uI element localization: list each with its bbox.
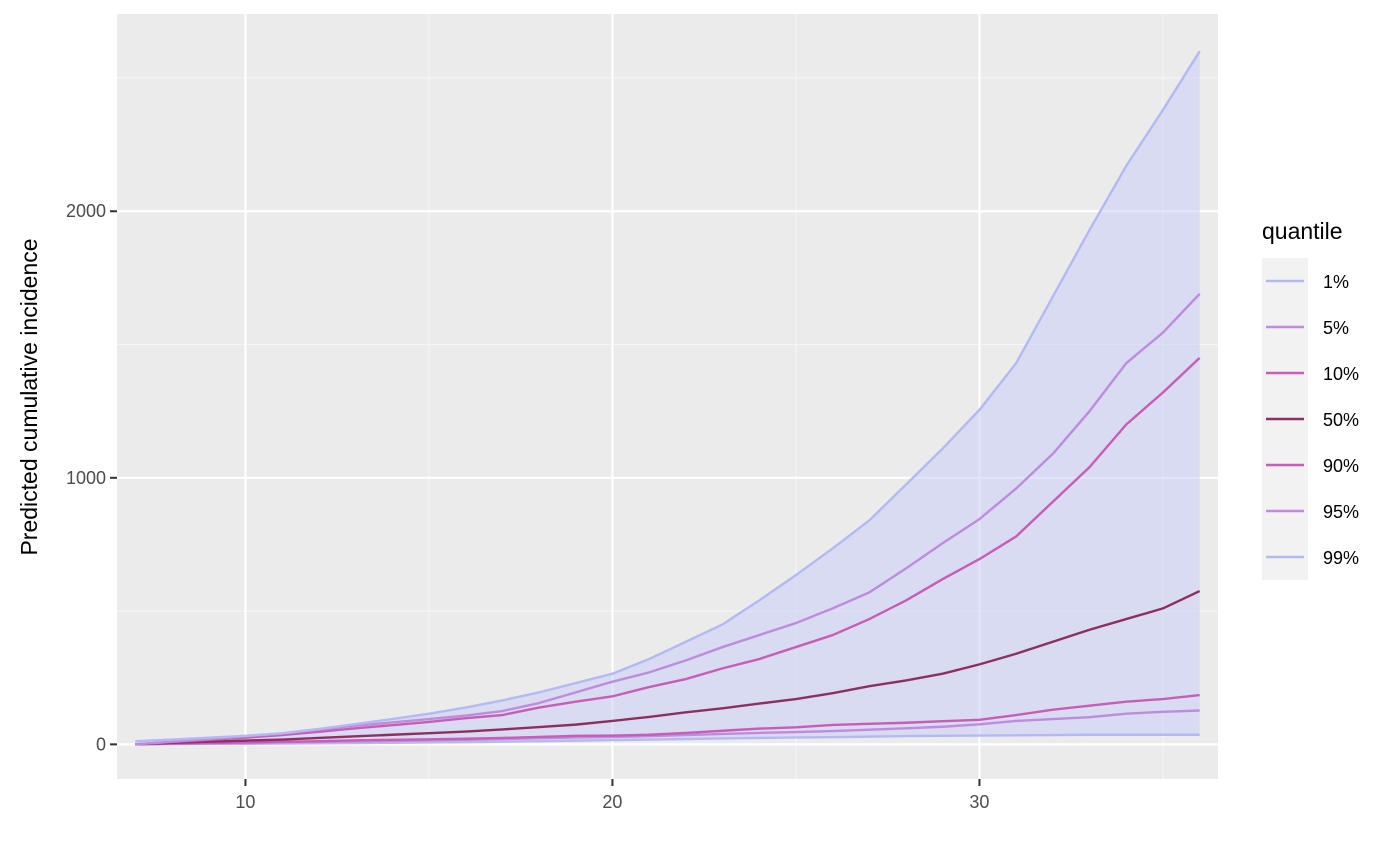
- x-tick-label: 30: [969, 792, 989, 812]
- legend-label: 99%: [1323, 548, 1359, 568]
- legend-item-q99: 99%: [1266, 548, 1359, 568]
- x-tick-label: 10: [235, 792, 255, 812]
- legend: quantile 1% 5% 10% 50% 90% 95% 99%: [1262, 218, 1359, 580]
- legend-label: 50%: [1323, 410, 1359, 430]
- x-tick-label: 20: [602, 792, 622, 812]
- legend-label: 10%: [1323, 364, 1359, 384]
- legend-item-q95: 95%: [1266, 502, 1359, 522]
- legend-item-q50: 50%: [1266, 410, 1359, 430]
- y-tick-label: 0: [96, 734, 106, 754]
- series-line-q90: [135, 356, 1201, 746]
- legend-label: 90%: [1323, 456, 1359, 476]
- legend-item-q1: 1%: [1266, 272, 1349, 292]
- legend-label: 5%: [1323, 318, 1349, 338]
- series-lines: [135, 50, 1201, 746]
- legend-item-q10: 10%: [1266, 364, 1359, 384]
- y-axis-title: Predicted cumulative incidence: [16, 238, 42, 555]
- series-line-q1: [135, 733, 1200, 746]
- y-axis: 0 1000 2000: [66, 201, 117, 754]
- legend-item-q90: 90%: [1266, 456, 1359, 476]
- y-tick-label: 1000: [66, 468, 106, 488]
- series-line-q50: [135, 589, 1201, 746]
- legend-items: 1% 5% 10% 50% 90% 95% 99%: [1266, 272, 1359, 568]
- quantile-band: [135, 51, 1200, 745]
- series-line-q99: [135, 50, 1201, 743]
- y-tick-label: 2000: [66, 201, 106, 221]
- legend-title: quantile: [1262, 218, 1343, 244]
- legend-label: 95%: [1323, 502, 1359, 522]
- legend-item-q5: 5%: [1266, 318, 1349, 338]
- legend-label: 1%: [1323, 272, 1349, 292]
- x-axis: 10 20 30: [235, 779, 989, 812]
- series-line-q10: [135, 693, 1200, 746]
